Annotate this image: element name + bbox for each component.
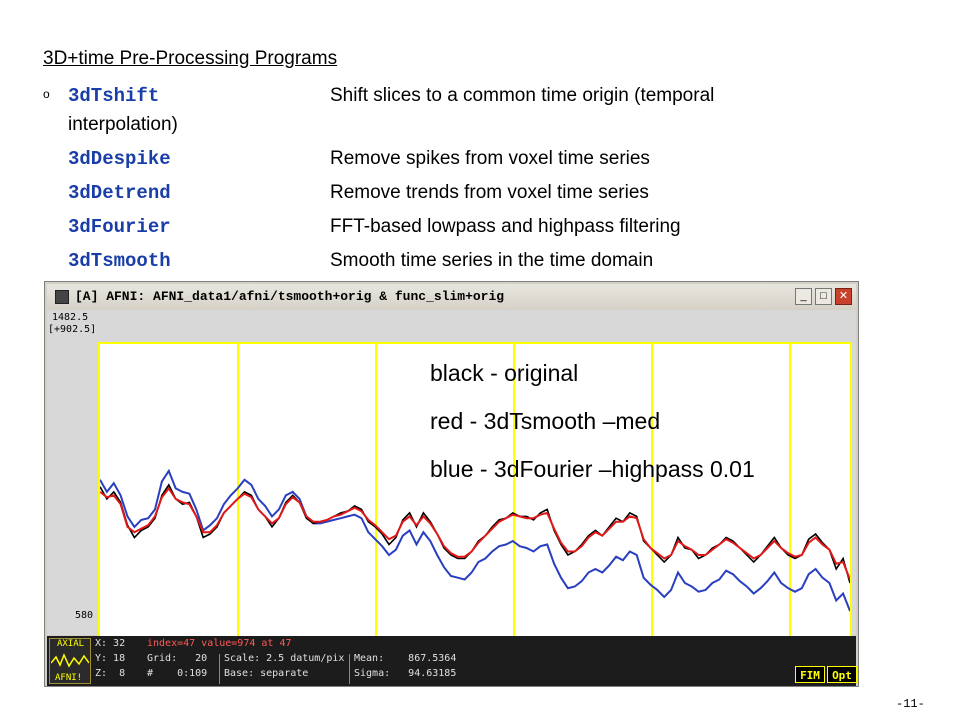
grid-line [513,344,515,660]
afni-window: [A] AFNI: AFNI_data1/afni/tsmooth+orig &… [44,281,859,687]
range-readout: # 0:109 [147,668,208,679]
program-description: Smooth time series in the time domain [330,250,654,271]
bullet-marker: o [43,87,50,101]
program-command: 3dDespike [68,148,171,170]
tsmooth-series-line [100,486,850,580]
x-coordinate: X: 32 [95,638,126,649]
program-command: 3dFourier [68,216,171,238]
window-title: [A] AFNI: AFNI_data1/afni/tsmooth+orig &… [75,289,505,304]
status-bar: AXIAL AFNI! X: 32 Y: 18 Z: 8 index=47 va… [47,636,857,686]
opt-button[interactable]: Opt [827,666,857,683]
window-icon [55,290,69,304]
graph-area: 1482.5 [+902.5] 580 black - original red… [47,310,856,662]
thumb-label-bottom: AFNI! [55,673,83,683]
legend-tsmooth: red - 3dTsmooth –med [430,408,661,434]
grid-line [237,344,239,660]
time-series-plot [100,468,850,612]
base-readout: Base: separate [224,668,309,679]
axial-thumbnail[interactable]: AXIAL AFNI! [49,638,91,684]
program-description: FFT-based lowpass and highpass filtering [330,216,681,237]
grid-line [375,344,377,660]
maximize-button[interactable]: □ [815,288,832,305]
index-readout: index=47 value=974 at 47 [147,638,292,649]
page-number: -11- [896,697,925,711]
program-description: Remove trends from voxel time series [330,182,649,203]
y-bottom-label: 580 [75,610,94,621]
status-separator [349,654,350,684]
program-description: Remove spikes from voxel time series [330,148,650,169]
y-coordinate: Y: 18 [95,653,126,664]
grid-line [651,344,653,660]
fourier-series-line [100,468,850,612]
wrap-line: interpolation) [68,114,178,135]
minimize-button[interactable]: _ [795,288,812,305]
status-separator [219,654,220,684]
thumb-label-top: AXIAL [57,639,85,649]
legend-fourier: blue - 3dFourier –highpass 0.01 [430,456,755,482]
program-description: Shift slices to a common time origin (te… [330,85,715,106]
sigma-readout: Sigma: 94.63185 [354,668,457,679]
slide-heading: 3D+time Pre-Processing Programs [43,48,338,69]
mean-readout: Mean: 867.5364 [354,653,457,664]
z-coordinate: Z: 8 [95,668,126,679]
grid-readout: Grid: 20 [147,653,208,664]
y-top-label: 1482.5 [52,312,89,323]
grid-line [789,344,791,660]
fim-button[interactable]: FIM [795,666,825,683]
thumb-wave-icon [51,653,89,668]
program-command: 3dTsmooth [68,250,171,272]
scale-readout: Scale: 2.5 datum/pix [224,653,345,664]
plot-frame[interactable]: black - original red - 3dTsmooth –med bl… [98,342,852,662]
program-command: 3dTshift [68,85,160,107]
y-range-label: [+902.5] [48,324,97,335]
title-bar[interactable]: [A] AFNI: AFNI_data1/afni/tsmooth+orig &… [47,284,856,309]
legend-original: black - original [430,360,579,386]
close-button[interactable]: ✕ [835,288,852,305]
program-command: 3dDetrend [68,182,171,204]
